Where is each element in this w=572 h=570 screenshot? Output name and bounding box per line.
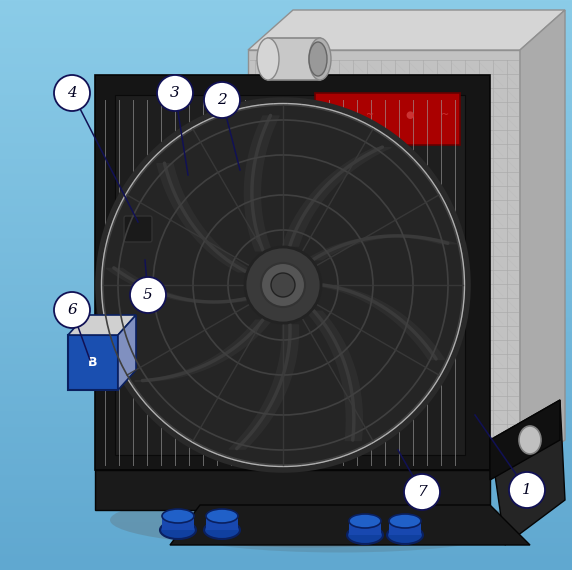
FancyBboxPatch shape	[124, 216, 152, 242]
Text: 2: 2	[217, 93, 227, 107]
Polygon shape	[490, 400, 565, 545]
Polygon shape	[95, 470, 490, 510]
Circle shape	[100, 102, 466, 468]
Ellipse shape	[110, 492, 510, 548]
Polygon shape	[115, 95, 465, 455]
Bar	[389, 521, 421, 535]
Ellipse shape	[309, 38, 331, 80]
Circle shape	[404, 474, 440, 510]
Polygon shape	[520, 10, 565, 470]
Text: ●: ●	[325, 110, 334, 120]
Polygon shape	[248, 10, 565, 50]
Ellipse shape	[387, 526, 423, 544]
Ellipse shape	[349, 514, 381, 528]
Bar	[268, 38, 320, 80]
Bar	[349, 521, 381, 535]
Text: 7: 7	[417, 485, 427, 499]
Circle shape	[204, 82, 240, 118]
Circle shape	[103, 105, 463, 465]
Polygon shape	[170, 505, 530, 545]
Text: 5: 5	[143, 288, 153, 302]
Text: ~: ~	[441, 110, 449, 120]
Polygon shape	[118, 315, 136, 390]
Circle shape	[261, 263, 305, 307]
Text: 4: 4	[67, 86, 77, 100]
Circle shape	[271, 273, 295, 297]
Ellipse shape	[389, 514, 421, 528]
Text: 1: 1	[522, 483, 532, 497]
Polygon shape	[68, 315, 136, 335]
Text: 6: 6	[67, 303, 77, 317]
Ellipse shape	[206, 509, 238, 523]
Circle shape	[54, 292, 90, 328]
Polygon shape	[248, 50, 520, 470]
Text: ●: ●	[406, 110, 414, 120]
Polygon shape	[68, 335, 118, 390]
Ellipse shape	[257, 38, 279, 80]
Ellipse shape	[519, 426, 541, 454]
Text: B: B	[88, 356, 98, 368]
Circle shape	[157, 75, 193, 111]
Ellipse shape	[162, 509, 194, 523]
Ellipse shape	[160, 521, 196, 539]
Ellipse shape	[309, 42, 327, 76]
Bar	[162, 516, 194, 530]
Text: ~: ~	[366, 110, 374, 120]
Circle shape	[54, 75, 90, 111]
Circle shape	[130, 277, 166, 313]
Polygon shape	[490, 400, 560, 480]
Bar	[206, 516, 238, 530]
Circle shape	[509, 472, 545, 508]
Circle shape	[245, 247, 321, 323]
Bar	[315, 93, 460, 145]
Ellipse shape	[204, 521, 240, 539]
Ellipse shape	[190, 518, 490, 552]
Polygon shape	[95, 75, 490, 470]
Text: 3: 3	[170, 86, 180, 100]
Ellipse shape	[347, 526, 383, 544]
